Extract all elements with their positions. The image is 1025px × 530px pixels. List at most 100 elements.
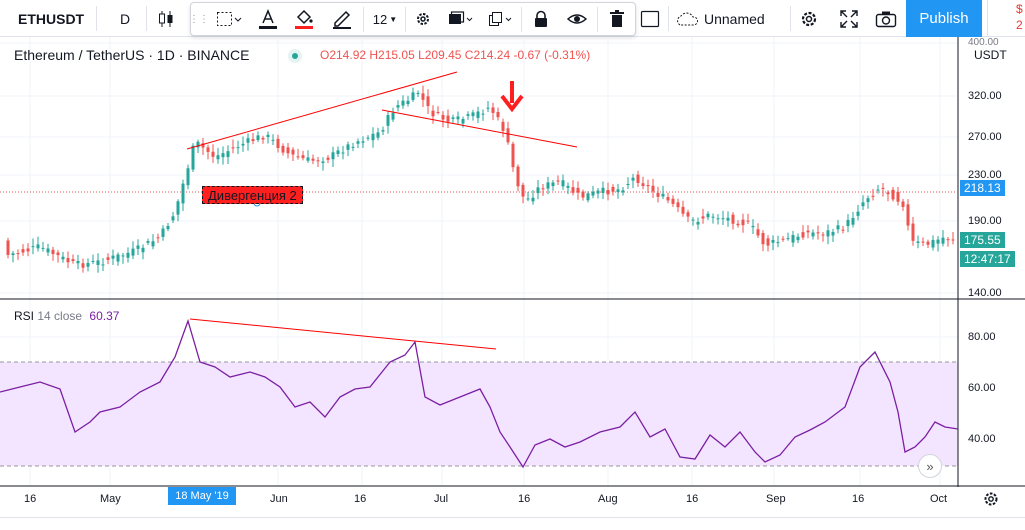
toolbar-divider [96, 6, 97, 31]
axis-settings-button[interactable] [982, 490, 1000, 508]
candle-body [346, 144, 350, 150]
divergence-annotation[interactable]: Дивергенция 2 [202, 186, 303, 204]
line-color-button[interactable] [327, 3, 357, 35]
rsi-value: 60.37 [89, 309, 120, 323]
drawing-toolbar: ⋮⋮ [189, 2, 636, 36]
candle-body [316, 160, 320, 162]
candlestick-series[interactable] [6, 85, 955, 273]
text-color-button[interactable] [253, 3, 283, 35]
candle-body [321, 161, 325, 163]
candle-body [776, 242, 780, 244]
candle-body [366, 137, 370, 139]
candle-body [176, 201, 180, 215]
scroll-to-realtime-button[interactable]: » [918, 454, 942, 478]
candle-body [881, 187, 885, 189]
candle-body [466, 114, 470, 116]
time-tick: 16 [354, 493, 367, 505]
legend-dot [288, 49, 302, 63]
gear-icon [801, 11, 817, 26]
candle-body [846, 219, 850, 226]
rsi-tick: 60.00 [968, 382, 996, 394]
fill-color-button[interactable] [289, 3, 319, 35]
rectangle-tool-button[interactable] [638, 0, 662, 37]
candle-body [851, 217, 855, 225]
template-button[interactable] [211, 3, 247, 35]
fullscreen-button[interactable] [836, 0, 862, 37]
candle-body [326, 157, 330, 160]
candle-body [866, 198, 870, 203]
time-tick: 16 [24, 493, 37, 505]
candle-body [61, 256, 65, 260]
trendline-price-upper[interactable] [186, 71, 458, 150]
time-tick: Jun [270, 493, 288, 505]
candle-body [196, 141, 200, 148]
candle-body [266, 134, 270, 138]
chart-type-button[interactable] [152, 0, 180, 37]
interval-button[interactable]: D [119, 10, 131, 27]
candle-body [716, 218, 720, 220]
candle-body [491, 107, 495, 113]
settings-button[interactable] [409, 3, 437, 35]
symbol-search-button[interactable]: ETHUSDT [18, 10, 85, 27]
candles-icon [159, 10, 173, 27]
cloud-icon [677, 12, 698, 25]
candle-body [371, 133, 375, 141]
visual-order-button[interactable] [443, 3, 477, 35]
snapshot-button[interactable] [872, 0, 900, 37]
candle-body [411, 92, 415, 100]
trendline-price-lower[interactable] [381, 109, 578, 148]
lock-button[interactable] [527, 3, 555, 35]
chart-canvas[interactable] [0, 37, 1025, 530]
candle-body [76, 261, 80, 264]
candle-body [486, 107, 490, 109]
top-toolbar: ETHUSDT D ⋮⋮ [0, 0, 1025, 37]
chart-area[interactable]: Ethereum / TetherUS · 1D · BINANCE O214.… [0, 37, 1025, 530]
candle-body [281, 145, 285, 153]
layout-name-button[interactable]: Unnamed [674, 0, 792, 37]
candle-body [246, 138, 250, 143]
candle-body [526, 198, 530, 200]
candle-body [666, 196, 670, 201]
candle-body [811, 232, 815, 237]
candle-body [806, 230, 810, 233]
candle-body [26, 248, 30, 252]
candle-body [286, 147, 290, 154]
candle-body [171, 216, 175, 221]
candle-body [396, 105, 400, 108]
candle-body [556, 180, 560, 182]
candle-body [261, 137, 265, 140]
side-panel-button[interactable] [987, 0, 1025, 37]
candle-body [861, 202, 865, 207]
candle-body [431, 110, 435, 117]
drag-handle-icon[interactable]: ⋮⋮ [189, 13, 209, 25]
candle-body [511, 143, 515, 168]
hide-button[interactable] [563, 3, 591, 35]
candle-body [31, 246, 35, 248]
candle-body [131, 248, 135, 256]
trendline-rsi[interactable] [189, 318, 497, 350]
candle-body [731, 214, 735, 224]
candle-body [166, 225, 170, 230]
candle-body [126, 252, 130, 258]
publish-button[interactable]: Publish [906, 0, 982, 37]
arrow-down-icon[interactable] [500, 81, 524, 113]
candle-body [691, 219, 695, 221]
candle-body [601, 187, 605, 194]
last-price-tag: 175.55 [960, 232, 1005, 248]
price-tick: 400.00 [968, 37, 999, 48]
candle-body [661, 193, 665, 197]
fullscreen-icon [840, 9, 858, 28]
layers-icon [449, 11, 473, 24]
clone-button[interactable] [483, 3, 517, 35]
candle-body [116, 254, 120, 262]
square-icon [640, 10, 660, 27]
candle-body [291, 149, 295, 155]
time-tick: Aug [598, 493, 618, 505]
rsi-tick: 80.00 [968, 331, 996, 343]
remove-button[interactable] [603, 3, 631, 35]
rsi-line[interactable] [0, 318, 959, 469]
candle-body [301, 155, 305, 159]
candle-body [951, 239, 955, 241]
chart-settings-button[interactable] [796, 0, 822, 37]
font-size-button[interactable]: 12 ▼ [369, 3, 401, 35]
